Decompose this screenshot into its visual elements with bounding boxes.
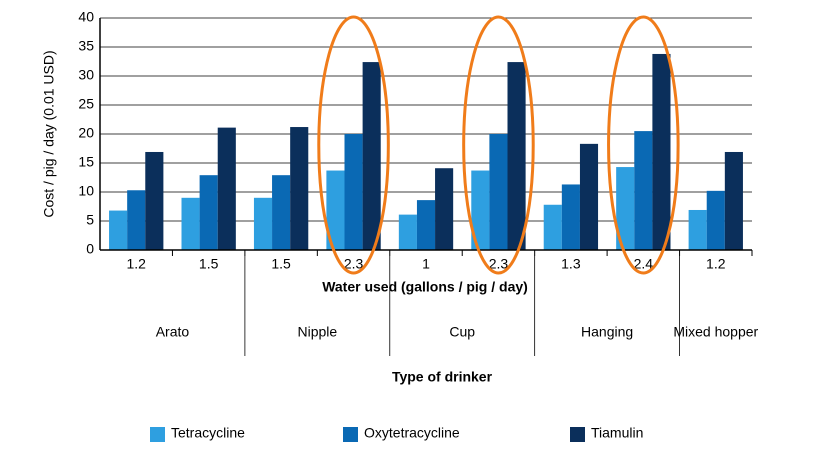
y-tick-label: 0 <box>86 241 94 257</box>
bar <box>724 151 743 250</box>
x-tick-label: 1 <box>422 256 430 272</box>
bar <box>561 184 580 250</box>
group-label: Nipple <box>297 324 337 340</box>
bar <box>109 210 128 250</box>
bar <box>290 127 309 250</box>
bar <box>416 200 436 250</box>
x-tick-label: 1.5 <box>271 256 291 272</box>
legend-swatch <box>150 427 165 442</box>
bar <box>652 53 671 251</box>
bar <box>127 190 146 250</box>
bar <box>471 170 490 250</box>
highlight <box>607 15 680 275</box>
x-tick-label: 1.5 <box>199 256 219 272</box>
y-tick-label: 30 <box>78 67 94 83</box>
legend-label: Oxytetracycline <box>364 425 460 441</box>
bar <box>579 143 599 250</box>
bar <box>181 197 200 250</box>
group-label: Arato <box>156 324 190 340</box>
x-tick-label: 2.3 <box>489 256 509 272</box>
x-axis-title: Water used (gallons / pig / day) <box>322 279 528 295</box>
bar <box>272 175 291 250</box>
y-tick-label: 35 <box>78 38 94 54</box>
bar <box>706 190 725 250</box>
group-label: Cup <box>449 324 475 340</box>
x-tick-label: 2.4 <box>634 256 654 272</box>
bar <box>634 131 653 250</box>
x-tick-label: 1.2 <box>706 256 726 272</box>
y-tick-label: 40 <box>78 9 94 25</box>
bar <box>435 168 454 250</box>
bar <box>362 62 381 250</box>
bar <box>145 151 164 250</box>
group-axis-title: Type of drinker <box>392 369 493 385</box>
bar <box>253 197 273 250</box>
x-tick-label: 1.2 <box>126 256 146 272</box>
bar <box>616 167 635 250</box>
bar <box>688 209 707 250</box>
bar <box>344 134 363 250</box>
x-tick-label: 1.3 <box>561 256 581 272</box>
group-label: Mixed hopper <box>673 324 758 340</box>
bar <box>507 62 526 250</box>
y-axis-title: Cost / pig / day (0.01 USD) <box>41 50 57 217</box>
legend-swatch <box>343 427 358 442</box>
bar <box>489 134 508 250</box>
bar <box>199 175 218 250</box>
y-tick-label: 25 <box>78 96 94 112</box>
legend-swatch <box>570 427 585 442</box>
highlight <box>462 15 535 275</box>
group-label: Hanging <box>581 324 633 340</box>
legend-label: Tiamulin <box>591 425 643 441</box>
bar <box>398 214 417 250</box>
bar <box>326 170 345 250</box>
bar <box>217 127 236 250</box>
y-tick-label: 10 <box>78 183 94 199</box>
y-tick-label: 5 <box>86 212 94 228</box>
x-tick-label: 2.3 <box>344 256 364 272</box>
y-tick-label: 15 <box>78 154 94 170</box>
highlight <box>317 15 390 275</box>
y-tick-label: 20 <box>78 125 94 141</box>
bar <box>543 204 562 250</box>
legend-label: Tetracycline <box>171 425 245 441</box>
